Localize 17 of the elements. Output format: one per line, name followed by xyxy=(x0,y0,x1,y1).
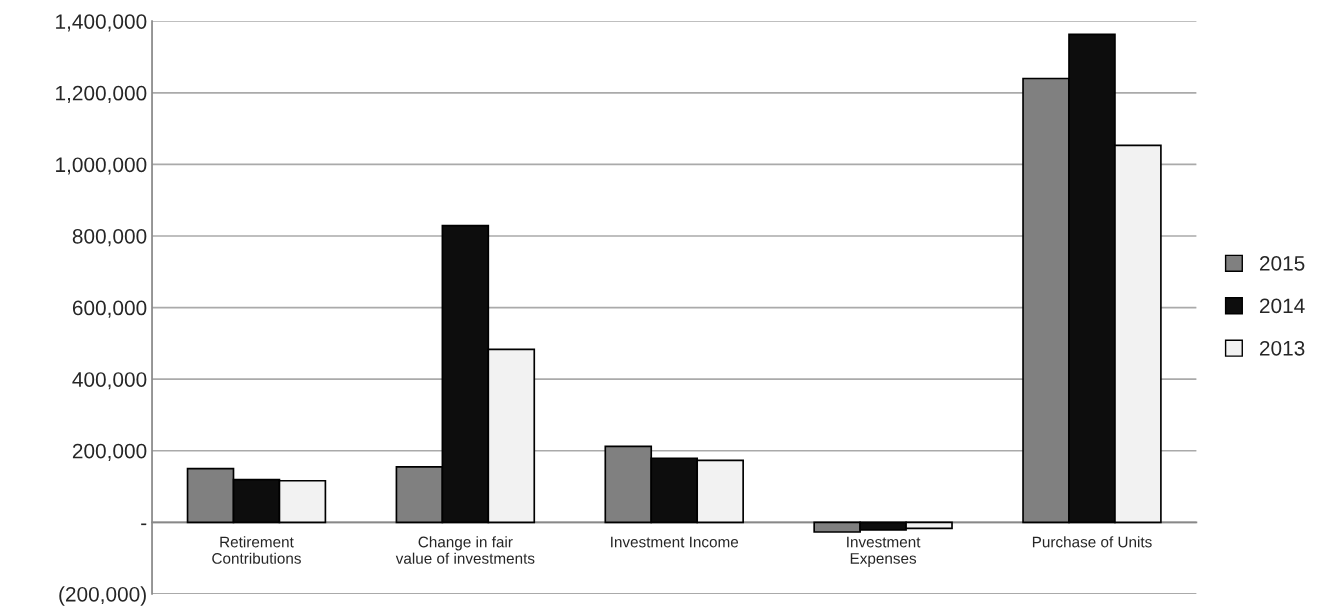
x-tick-label: Change in fair value of investments xyxy=(395,536,535,564)
y-tick-label: 1,200,000 xyxy=(56,85,147,104)
y-tick-label: 1,000,000 xyxy=(56,157,147,175)
x-tick-label: Purchase of Units xyxy=(1032,536,1152,548)
legend-label: 2013 xyxy=(1259,340,1305,356)
y-tick-label: 1,400,000 xyxy=(56,14,147,32)
x-tick-label: Investment Income xyxy=(611,536,739,548)
legend-label: 2014 xyxy=(1259,298,1305,314)
x-tick-label: Investment Expenses xyxy=(847,536,921,567)
x-tick-label: Retirement Contributions xyxy=(212,536,301,564)
y-tick-label: 400,000 xyxy=(72,372,147,390)
y-tick-label: 200,000 xyxy=(72,443,147,461)
y-tick-label: - xyxy=(141,523,147,526)
y-tick-label: 600,000 xyxy=(72,300,147,318)
legend-label: 2015 xyxy=(1259,255,1305,271)
y-tick-label: (200,000) xyxy=(59,586,146,606)
y-tick-label: 800,000 xyxy=(72,228,147,247)
